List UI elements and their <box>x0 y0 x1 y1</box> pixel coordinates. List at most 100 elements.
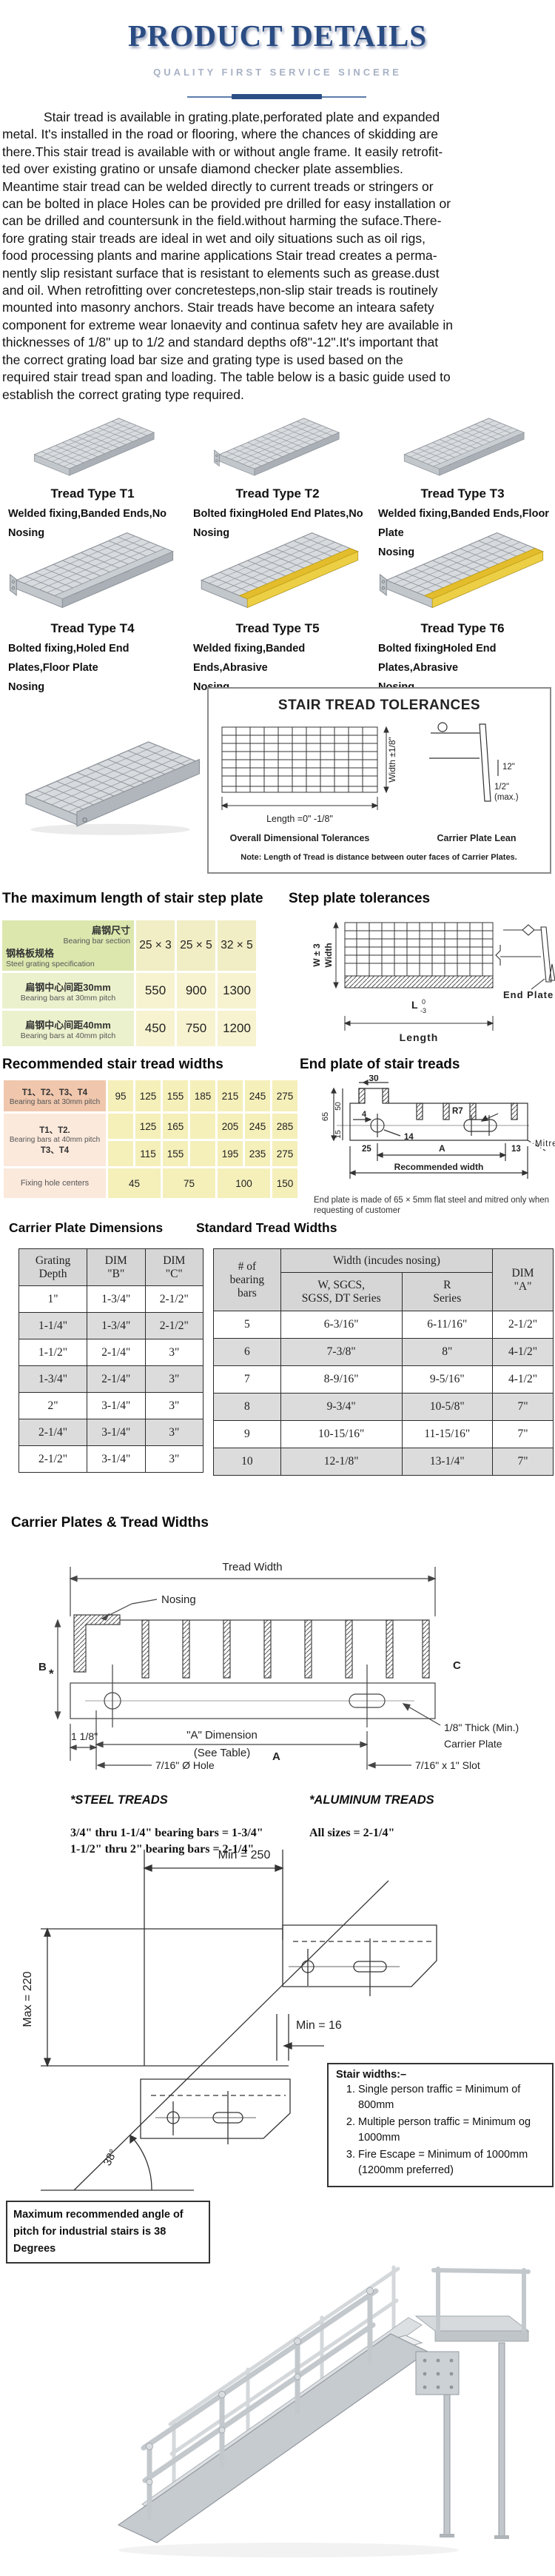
svg-text:Mitre: Mitre <box>535 1140 555 1148</box>
grating-tread-photo <box>15 692 206 835</box>
svg-text:Carrier Plate: Carrier Plate <box>444 1738 502 1750</box>
tread-card-t2: Tread Type T2 Bolted fixingHoled End Pla… <box>188 412 367 543</box>
svg-text:Nosing: Nosing <box>161 1593 196 1606</box>
carrier-plate-table: Grating Depth DIM "B" DIM "C" 1" 1-3/4" 2-… <box>18 1248 204 1473</box>
svg-text:Width ±1/8": Width ±1/8" <box>387 737 397 783</box>
svg-text:Overall Dimensional Tolerances: Overall Dimensional Tolerances <box>230 833 370 843</box>
section-carrier-tread-widths: Carrier Plates & Tread Widths <box>11 1515 209 1530</box>
tread-name: Tread Type T5 <box>235 621 320 635</box>
svg-text:12": 12" <box>502 763 515 772</box>
standard-widths-table: # of bearing bars Width (incudes nosing)… <box>213 1248 554 1476</box>
stair-widths-item: Multiple person traffic = Minimum og 100… <box>358 2115 545 2146</box>
page-subtitle: QUALITY FIRST SERVICE SINCERE <box>153 67 402 78</box>
recommended-widths-table: T1、T2、T3、T4 Bearing bars at 30mm pitch 9… <box>1 1078 300 1200</box>
svg-text:7/16" x 1" Slot: 7/16" x 1" Slot <box>415 1759 480 1771</box>
svg-text:38°: 38° <box>101 2147 121 2168</box>
stair-widths-title: Stair widths:– <box>336 2069 407 2081</box>
svg-text:A: A <box>272 1750 280 1763</box>
tread-name: Tread Type T3 <box>420 486 505 501</box>
svg-text:"A" Dimension: "A" Dimension <box>186 1729 258 1742</box>
tread-card-t4: Tread Type T4 Bolted fixing,Holed End Pl… <box>3 524 182 697</box>
stair-widths-box: Stair widths:– Single person traffic = M… <box>327 2063 554 2187</box>
stair-pitch-diagram: Min = 250 Max = 220 Min = 16 38° <box>21 1849 437 2191</box>
tread-photo-t3 <box>377 412 548 484</box>
max-length-table: 扁钢尺寸 Bearing bar section 钢格板规格 Steel gra… <box>0 918 258 1048</box>
tolerances-diagram: Width ±1/8" Length =0" -1/8" Overall Dim… <box>221 722 519 862</box>
svg-text:7/16" Ø Hole: 7/16" Ø Hole <box>155 1759 215 1771</box>
svg-text:C: C <box>453 1659 461 1672</box>
tread-name: Tread Type T2 <box>235 486 320 501</box>
svg-text:Recommended width: Recommended width <box>394 1162 484 1172</box>
section-carrier-dimensions: Carrier Plate Dimensions <box>9 1220 164 1235</box>
tread-photo-t4 <box>4 524 181 619</box>
section-max-length: The maximum length of stair step plate <box>2 891 263 906</box>
table-header-cell: 扁钢尺寸 Bearing bar section 钢格板规格 Steel gra… <box>2 920 134 971</box>
svg-text:A: A <box>439 1143 445 1154</box>
tread-card-t5: Tread Type T5 Welded fixing,Banded Ends,… <box>188 524 367 697</box>
tread-desc: Bolted fixingHoled End Plates,No Nosing <box>193 508 363 539</box>
svg-text:R7: R7 <box>452 1107 463 1116</box>
end-plate-note: End plate is made of 65 × 5mm flat steel… <box>314 1196 550 1215</box>
carrier-plates-cross-section: Tread Width Nosing B * C 1 1/8" "A" Dime… <box>38 1561 519 1771</box>
svg-text:1/2": 1/2" <box>494 783 509 792</box>
title-divider <box>187 94 366 99</box>
svg-text:1/8" Thick (Min.): 1/8" Thick (Min.) <box>444 1722 519 1733</box>
svg-text:50: 50 <box>334 1102 343 1111</box>
svg-text:-3: -3 <box>420 1007 426 1014</box>
svg-text:1 1/8": 1 1/8" <box>71 1730 98 1742</box>
stair-widths-item: Fire Escape = Minimum of 1000mm (1200mm … <box>358 2147 545 2178</box>
svg-text:Carrier Plate Lean: Carrier Plate Lean <box>437 833 517 843</box>
svg-text:Width: Width <box>323 943 334 967</box>
tread-photo-t2 <box>192 412 363 484</box>
svg-text:Tread Width: Tread Width <box>222 1561 282 1573</box>
steel-treads-note: *STEEL TREADS 3/4" thru 1-1/4" bearing b… <box>70 1793 263 1856</box>
svg-text:4: 4 <box>362 1110 367 1119</box>
svg-text:0: 0 <box>422 998 426 1006</box>
end-plate-diagram: 30 65 50 15 4 R7 14 25 A 13 Recommended … <box>321 1075 555 1179</box>
tread-name: Tread Type T6 <box>420 621 505 635</box>
svg-text:15: 15 <box>334 1130 343 1139</box>
intro-paragraph: Stair tread is available in grating.plat… <box>2 110 453 402</box>
svg-text:B: B <box>38 1661 47 1673</box>
tolerances-title: STAIR TREAD TOLERANCES <box>278 697 481 713</box>
tread-photo-t1 <box>7 412 178 484</box>
aluminum-treads-note: *ALUMINUM TREADS All sizes = 2-1/4" <box>309 1793 434 1839</box>
page-title: PRODUCT DETAILS <box>127 19 428 53</box>
stair-widths-item: Single person traffic = Minimum of 800mm <box>358 2082 545 2113</box>
svg-text:Min = 250: Min = 250 <box>218 1849 271 1861</box>
svg-text:Max = 220: Max = 220 <box>21 1971 34 2027</box>
aluminum-treads-title: *ALUMINUM TREADS <box>309 1793 434 1807</box>
staircase-photo <box>117 2265 531 2557</box>
svg-text:Min = 16: Min = 16 <box>296 2019 342 2032</box>
tread-card-t1: Tread Type T1 Welded fixing,Banded Ends,… <box>3 412 182 543</box>
svg-text:(See Table): (See Table) <box>194 1747 250 1759</box>
svg-text:*: * <box>49 1667 54 1681</box>
tread-desc: Welded fixing,Banded Ends,No Nosing <box>8 508 167 539</box>
svg-text:Note: Length of Tread is dista: Note: Length of Tread is distance betwee… <box>240 853 517 862</box>
svg-text:L: L <box>411 999 418 1011</box>
section-end-plate: End plate of stair treads <box>300 1057 460 1072</box>
svg-text:Length: Length <box>400 1031 439 1043</box>
svg-text:End Plate: End Plate <box>503 989 554 1000</box>
svg-text:Length =0" -1/8": Length =0" -1/8" <box>266 814 333 824</box>
svg-text:(max.): (max.) <box>494 793 519 802</box>
tread-photo-t5 <box>189 524 366 619</box>
stair-widths-list: Single person traffic = Minimum of 800mm… <box>336 2082 545 2178</box>
svg-text:14: 14 <box>404 1133 414 1142</box>
tread-name: Tread Type T4 <box>50 621 135 635</box>
tread-desc: Welded fixing,Banded Ends,Floor Plate No… <box>378 508 549 558</box>
section-standard-widths: Standard Tread Widths <box>196 1220 337 1235</box>
step-plate-tolerances-diagram: W ± 3 Width L 0 -3 Length End Plate <box>312 921 555 1043</box>
tread-card-t3: Tread Type T3 Welded fixing,Banded Ends,… <box>373 412 552 562</box>
svg-text:65: 65 <box>321 1112 330 1121</box>
tread-desc: Bolted fixing,Holed End Plates,Floor Pla… <box>8 643 130 693</box>
stair-tread-tolerances-box: STAIR TREAD TOLERANCES <box>207 687 551 874</box>
pitch-note-box: Maximum recommended angle of pitch for i… <box>6 2201 210 2264</box>
tread-card-t6: Tread Type T6 Bolted fixingHoled End Pla… <box>373 524 552 697</box>
tread-name: Tread Type T1 <box>50 486 135 501</box>
svg-text:W ± 3: W ± 3 <box>312 943 322 967</box>
svg-text:25: 25 <box>362 1145 371 1154</box>
steel-treads-title: *STEEL TREADS <box>70 1793 168 1807</box>
svg-text:30: 30 <box>369 1075 379 1083</box>
